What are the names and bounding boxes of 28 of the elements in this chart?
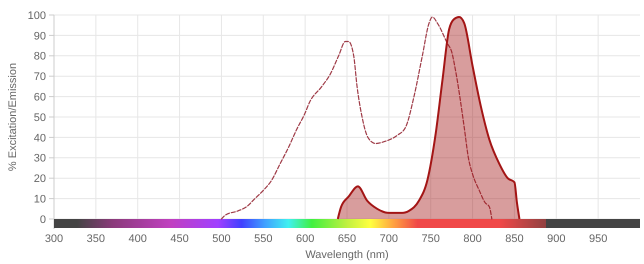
x-tick-label: 450: [170, 232, 189, 245]
y-tick-label: 90: [34, 30, 46, 42]
y-tick-label: 70: [34, 71, 46, 84]
y-tick-label: 0: [40, 214, 46, 226]
x-tick-label: 950: [588, 232, 608, 245]
y-tick-label: 40: [34, 132, 46, 144]
x-tick-label: 850: [505, 232, 524, 245]
x-tick-label: 550: [254, 232, 272, 245]
x-tick-label: 750: [422, 232, 440, 245]
y-tick-label: 10: [34, 193, 46, 206]
x-tick-label: 400: [128, 232, 147, 245]
y-tick-label: 50: [34, 112, 46, 124]
y-tick-label: 80: [34, 50, 46, 63]
x-tick-label: 500: [212, 232, 231, 245]
x-tick-label: 300: [44, 232, 64, 245]
x-tick-label: 650: [338, 232, 356, 245]
y-tick-label: 20: [34, 173, 46, 186]
x-tick-label: 600: [296, 232, 314, 245]
x-axis-title: Wavelength (nm): [305, 249, 389, 261]
y-tick-label: 30: [34, 152, 46, 165]
y-tick-label: 60: [34, 91, 46, 104]
x-tick-label: 800: [463, 232, 482, 245]
x-tick-label: 700: [380, 232, 398, 245]
x-tick-label: 350: [86, 232, 106, 245]
y-tick-label: 100: [28, 10, 46, 22]
y-axis-title: % Excitation/Emission: [7, 62, 19, 172]
x-tick-label: 900: [547, 232, 566, 245]
line-series: [220, 16, 492, 220]
